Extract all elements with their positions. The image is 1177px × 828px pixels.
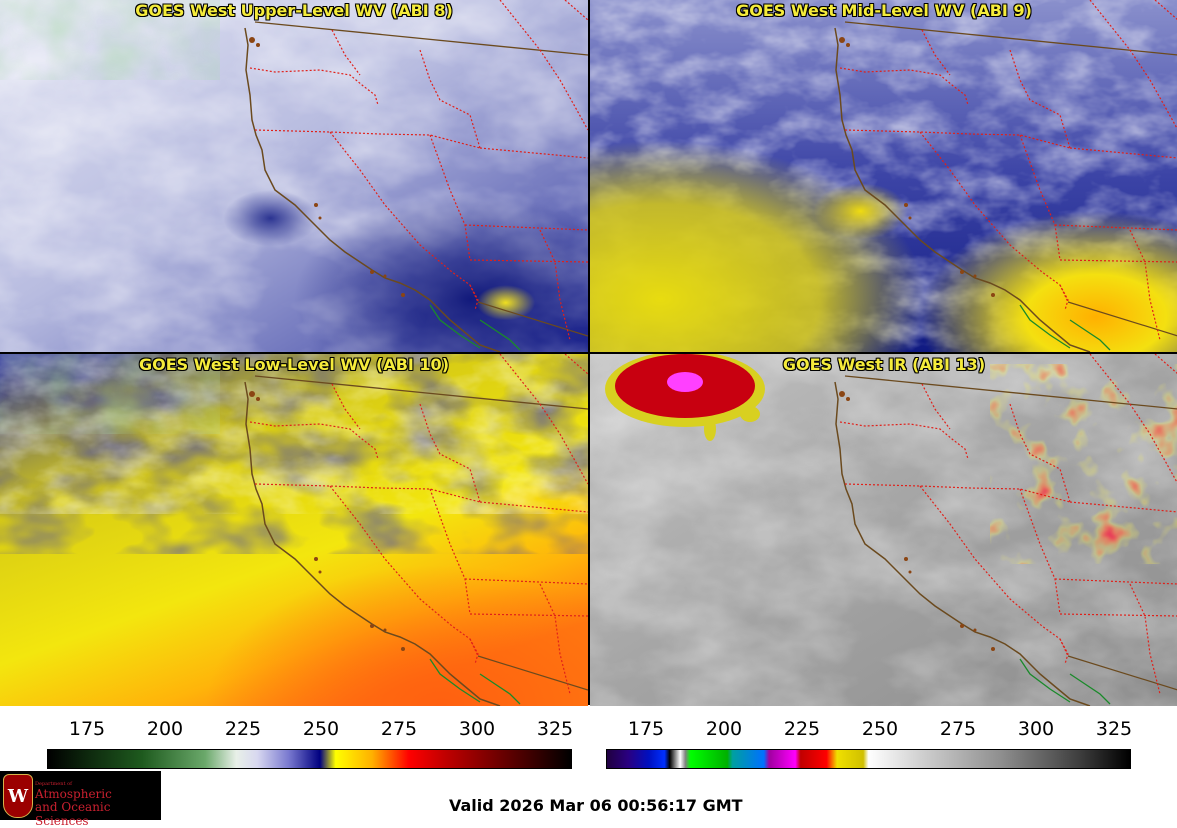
panel-title: GOES West Low-Level WV (ABI 10) [138, 355, 449, 374]
colorbar-tick-label: 200 [705, 718, 743, 740]
panel-title: GOES West Upper-Level WV (ABI 8) [135, 1, 453, 20]
logo-line2: and Oceanic Sciences [35, 800, 111, 828]
wv-colorbar [47, 749, 572, 769]
ir-colorbar-ticks: 175 200 225 250 275 300 325 [606, 718, 1133, 760]
upper-level-wv-panel: GOES West Upper-Level WV (ABI 8) [0, 0, 588, 352]
uw-seal-icon: W [3, 774, 33, 818]
mid-level-wv-image [590, 0, 1177, 352]
wv-colorbar-ticks: 175 200 225 250 275 300 325 [47, 718, 574, 760]
mid-level-wv-panel: GOES West Mid-Level WV (ABI 9) [590, 0, 1177, 352]
upper-level-wv-image [0, 0, 588, 352]
logo-line1: Atmospheric [35, 787, 112, 801]
panel-title: GOES West Mid-Level WV (ABI 9) [736, 1, 1032, 20]
colorbar-tick-label: 225 [224, 718, 262, 740]
colorbar-tick-label: 175 [627, 718, 665, 740]
colorbar-tick-label: 250 [302, 718, 340, 740]
valid-time: Valid 2026 Mar 06 00:56:17 GMT [449, 796, 743, 815]
low-level-wv-panel: GOES West Low-Level WV (ABI 10) [0, 354, 588, 706]
ir-colorbar [606, 749, 1131, 769]
panel-divider-horizontal [0, 352, 1177, 354]
logo-dept-text: Department of [35, 781, 72, 787]
low-level-wv-image [0, 354, 588, 706]
ir-image [590, 354, 1177, 706]
colorbar-tick-label: 225 [783, 718, 821, 740]
colorbar-tick-label: 250 [861, 718, 899, 740]
colorbar-tick-label: 200 [146, 718, 184, 740]
colorbar-tick-label: 275 [380, 718, 418, 740]
colorbar-tick-label: 300 [1017, 718, 1055, 740]
colorbar-tick-label: 325 [1095, 718, 1133, 740]
ir-panel: GOES West IR (ABI 13) [590, 354, 1177, 706]
colorbar-tick-label: 175 [68, 718, 106, 740]
panel-title: GOES West IR (ABI 13) [782, 355, 986, 374]
colorbar-tick-label: 300 [458, 718, 496, 740]
colorbar-tick-label: 325 [536, 718, 574, 740]
aos-logo: W Department of Atmospheric and Oceanic … [0, 771, 161, 828]
colorbar-tick-label: 275 [939, 718, 977, 740]
